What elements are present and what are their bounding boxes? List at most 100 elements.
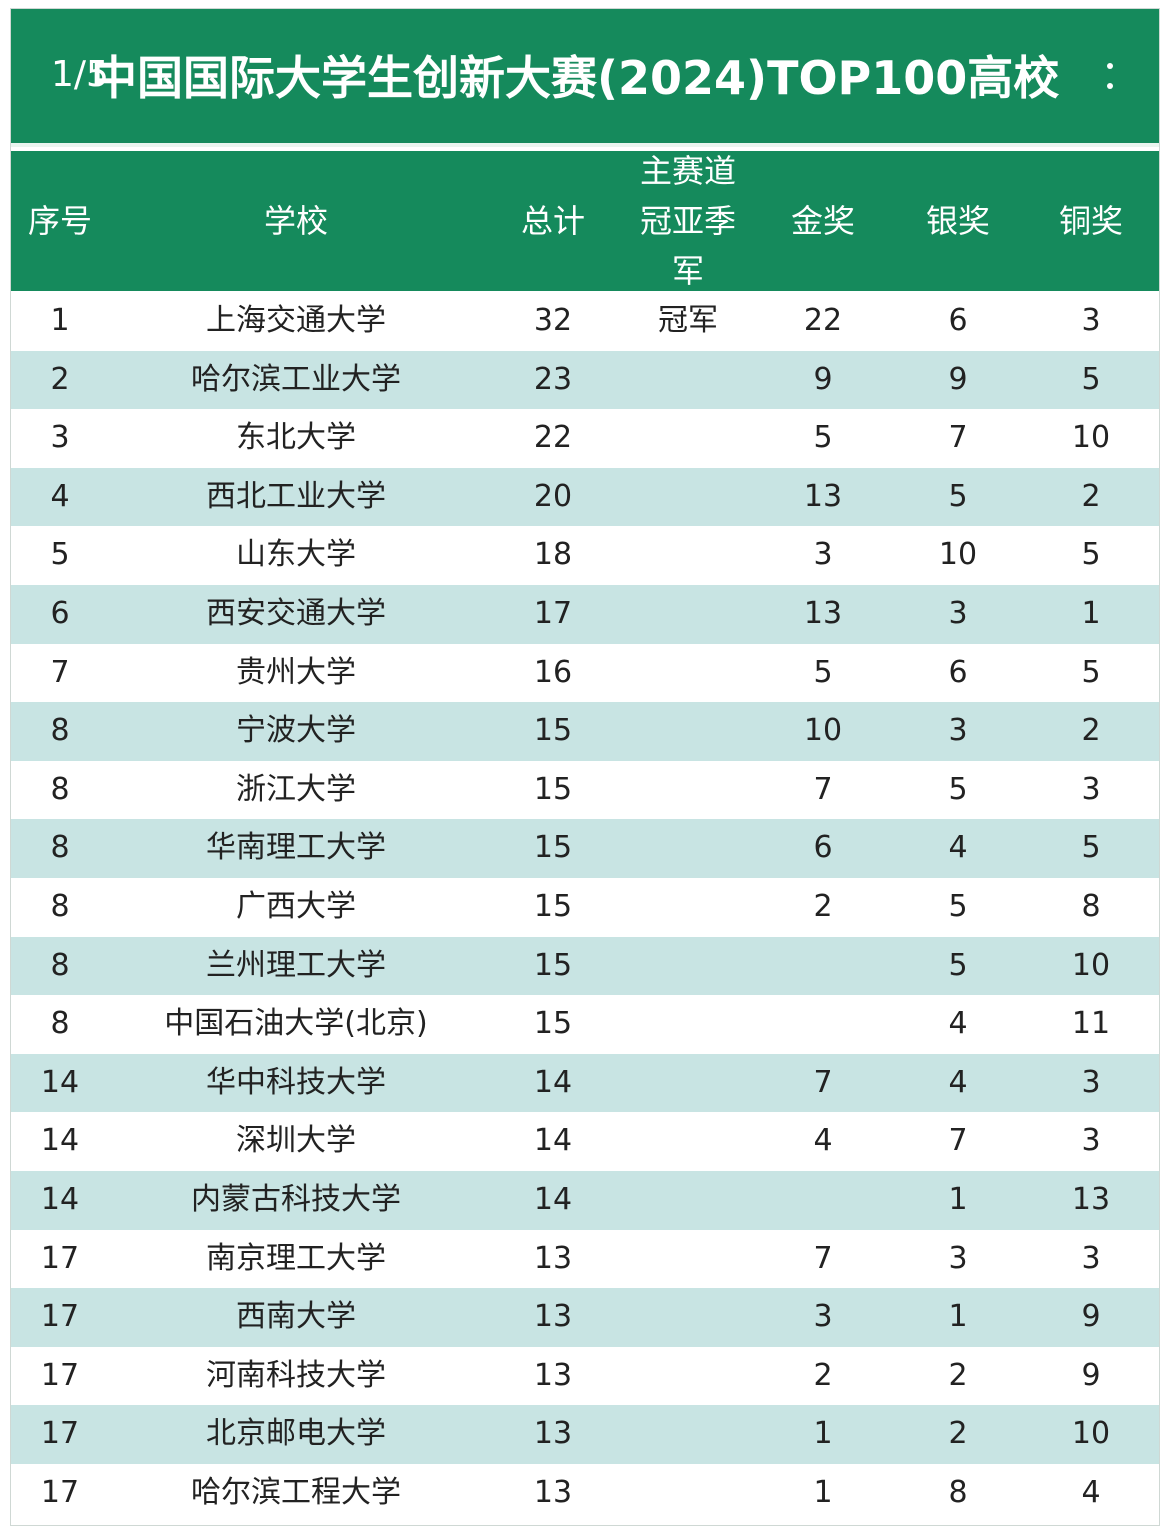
- table-row: 14 内蒙古科技大学 14 1 13: [11, 1170, 1159, 1230]
- cell-silver: 5: [948, 771, 968, 807]
- cell-main-track-placing: [623, 702, 753, 761]
- cell-main-track-placing: [623, 1347, 753, 1406]
- cell-bronze: 2: [1081, 478, 1101, 514]
- cell-silver: 6: [948, 303, 968, 338]
- table-row: 17 哈尔滨工程大学 13 1 8 4: [11, 1464, 1159, 1523]
- cell-bronze: 5: [1081, 830, 1101, 866]
- cell-main-track-placing: [623, 819, 753, 878]
- cell-bronze: 9: [1081, 1299, 1101, 1335]
- header-rank: 序号: [27, 202, 92, 240]
- cell-total: 20: [533, 478, 573, 514]
- table-row: 8 广西大学 15 2 5 8: [11, 878, 1159, 937]
- cell-rank: 8: [50, 888, 70, 924]
- cell-school: 华南理工大学: [206, 830, 386, 866]
- cell-silver: 2: [948, 1357, 968, 1393]
- cell-school: 南京理工大学: [206, 1240, 386, 1276]
- cell-main-track-placing: [623, 1405, 753, 1464]
- cell-total: 14: [533, 1181, 573, 1217]
- cell-school: 华中科技大学: [206, 1064, 386, 1100]
- header-bronze: 铜奖: [1058, 202, 1123, 240]
- cell-silver: 7: [948, 1123, 968, 1159]
- table-row: 8 兰州理工大学 15 5 10: [11, 936, 1159, 996]
- cell-rank: 14: [40, 1064, 80, 1100]
- table-row: 8 宁波大学 15 10 3 2: [11, 702, 1159, 761]
- cell-total: 32: [533, 303, 573, 338]
- cell-gold: 3: [813, 1299, 833, 1335]
- page-title: 中国国际大学生创新大赛(2024)TOP100高校: [91, 51, 1060, 105]
- cell-rank: 8: [50, 947, 70, 983]
- cell-gold: 6: [813, 830, 833, 866]
- more-icon[interactable]: [1101, 57, 1121, 97]
- cell-school: 中国石油大学(北京): [164, 1006, 428, 1042]
- cell-school: 西北工业大学: [206, 478, 386, 514]
- cell-silver: 5: [948, 888, 968, 924]
- header-gold: 金奖: [790, 202, 855, 240]
- cell-rank: 4: [50, 478, 70, 514]
- cell-silver: 3: [948, 713, 968, 749]
- cell-total: 13: [533, 1299, 573, 1335]
- cell-rank: 17: [40, 1240, 80, 1276]
- cell-main-track-placing: [623, 526, 753, 585]
- cell-total: 17: [533, 595, 573, 631]
- cell-gold: 5: [813, 420, 833, 456]
- table-row: 17 南京理工大学 13 7 3 3: [11, 1230, 1159, 1289]
- cell-gold: [753, 937, 893, 996]
- cell-gold: 7: [813, 771, 833, 807]
- title-bar: 1/5 中国国际大学生创新大赛(2024)TOP100高校: [11, 9, 1159, 147]
- cell-main-track-placing: [623, 995, 753, 1054]
- cell-school: 兰州理工大学: [206, 947, 386, 983]
- cell-silver: 4: [948, 1064, 968, 1100]
- cell-bronze: 8: [1081, 888, 1101, 924]
- cell-gold: 7: [813, 1064, 833, 1100]
- page-indicator: 1/5: [51, 54, 109, 95]
- cell-main-track-placing: [623, 1230, 753, 1289]
- table-header: 序号 学校 总计 主赛道 冠亚季 军 金奖 银奖 铜奖: [11, 151, 1159, 291]
- cell-gold: 4: [813, 1123, 833, 1159]
- cell-rank: 7: [50, 654, 70, 690]
- table-row: 8 浙江大学 15 7 5 3: [11, 761, 1159, 820]
- cell-bronze: 3: [1081, 771, 1101, 807]
- cell-gold: [753, 1171, 893, 1230]
- cell-total: 15: [533, 713, 573, 749]
- cell-total: 15: [533, 771, 573, 807]
- cell-main-track-placing: [623, 644, 753, 703]
- cell-silver: 3: [948, 595, 968, 631]
- table-row: 1 上海交通大学 32 冠军 22 6 3: [11, 292, 1159, 351]
- cell-bronze: 9: [1081, 1357, 1101, 1393]
- cell-total: 16: [533, 654, 573, 690]
- cell-school: 上海交通大学: [206, 303, 386, 338]
- cell-gold: 22: [803, 303, 843, 338]
- table-row: 8 中国石油大学(北京) 15 4 11: [11, 995, 1159, 1054]
- cell-bronze: 3: [1081, 1064, 1101, 1100]
- header-total: 总计: [520, 202, 585, 240]
- cell-school: 深圳大学: [236, 1123, 356, 1159]
- cell-school: 贵州大学: [236, 654, 356, 690]
- table-row: 6 西安交通大学 17 13 3 1: [11, 584, 1159, 644]
- cell-total: 13: [533, 1474, 573, 1510]
- cell-main-track-placing: [623, 1288, 753, 1347]
- cell-silver: 10: [938, 537, 978, 573]
- cell-total: 23: [533, 361, 573, 397]
- cell-rank: 8: [50, 713, 70, 749]
- cell-total: 15: [533, 830, 573, 866]
- cell-school: 内蒙古科技大学: [191, 1181, 401, 1217]
- cell-gold: 13: [803, 478, 843, 514]
- table-row: 17 北京邮电大学 13 1 2 10: [11, 1405, 1159, 1464]
- cell-silver: 1: [948, 1181, 968, 1217]
- cell-school: 北京邮电大学: [206, 1416, 386, 1452]
- cell-main-track-placing: [623, 761, 753, 820]
- cell-total: 15: [533, 947, 573, 983]
- cell-gold: 1: [813, 1474, 833, 1510]
- cell-school: 浙江大学: [236, 771, 356, 807]
- cell-rank: 14: [40, 1123, 80, 1159]
- table-row: 3 东北大学 22 5 7 10: [11, 409, 1159, 468]
- cell-bronze: 10: [1071, 947, 1111, 983]
- table-row: 17 西南大学 13 3 1 9: [11, 1288, 1159, 1347]
- cell-silver: 6: [948, 654, 968, 690]
- cell-school: 宁波大学: [236, 713, 356, 749]
- table-row: 5 山东大学 18 3 10 5: [11, 526, 1159, 585]
- cell-bronze: 1: [1081, 595, 1101, 631]
- table-row: 7 贵州大学 16 5 6 5: [11, 644, 1159, 703]
- header-main-track-line-1: 主赛道: [639, 152, 736, 190]
- cell-school: 河南科技大学: [206, 1357, 386, 1393]
